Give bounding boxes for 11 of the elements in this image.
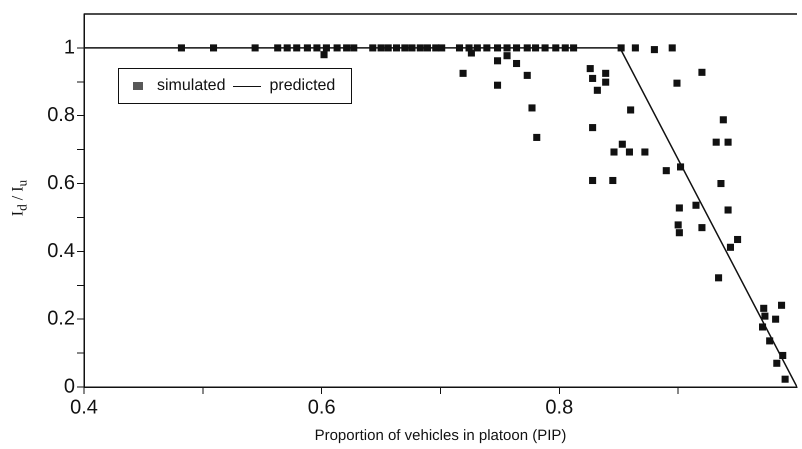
y-tick-label: 0 xyxy=(64,376,75,398)
y-tick-label: 0.4 xyxy=(47,240,75,262)
x-tick-label: 0.8 xyxy=(545,396,574,419)
x-tick-label: 0.6 xyxy=(308,396,336,419)
y-tick-label: 1 xyxy=(64,36,75,58)
y-tick-label: 0.6 xyxy=(47,172,75,194)
y-tick-label: 0.8 xyxy=(47,104,75,126)
x-axis-title: Proportion of vehicles in platoon (PIP) xyxy=(314,427,566,444)
legend-label: simulated xyxy=(157,77,226,94)
legend-label: predicted xyxy=(269,77,336,94)
y-tick-label: 0.2 xyxy=(47,308,75,330)
